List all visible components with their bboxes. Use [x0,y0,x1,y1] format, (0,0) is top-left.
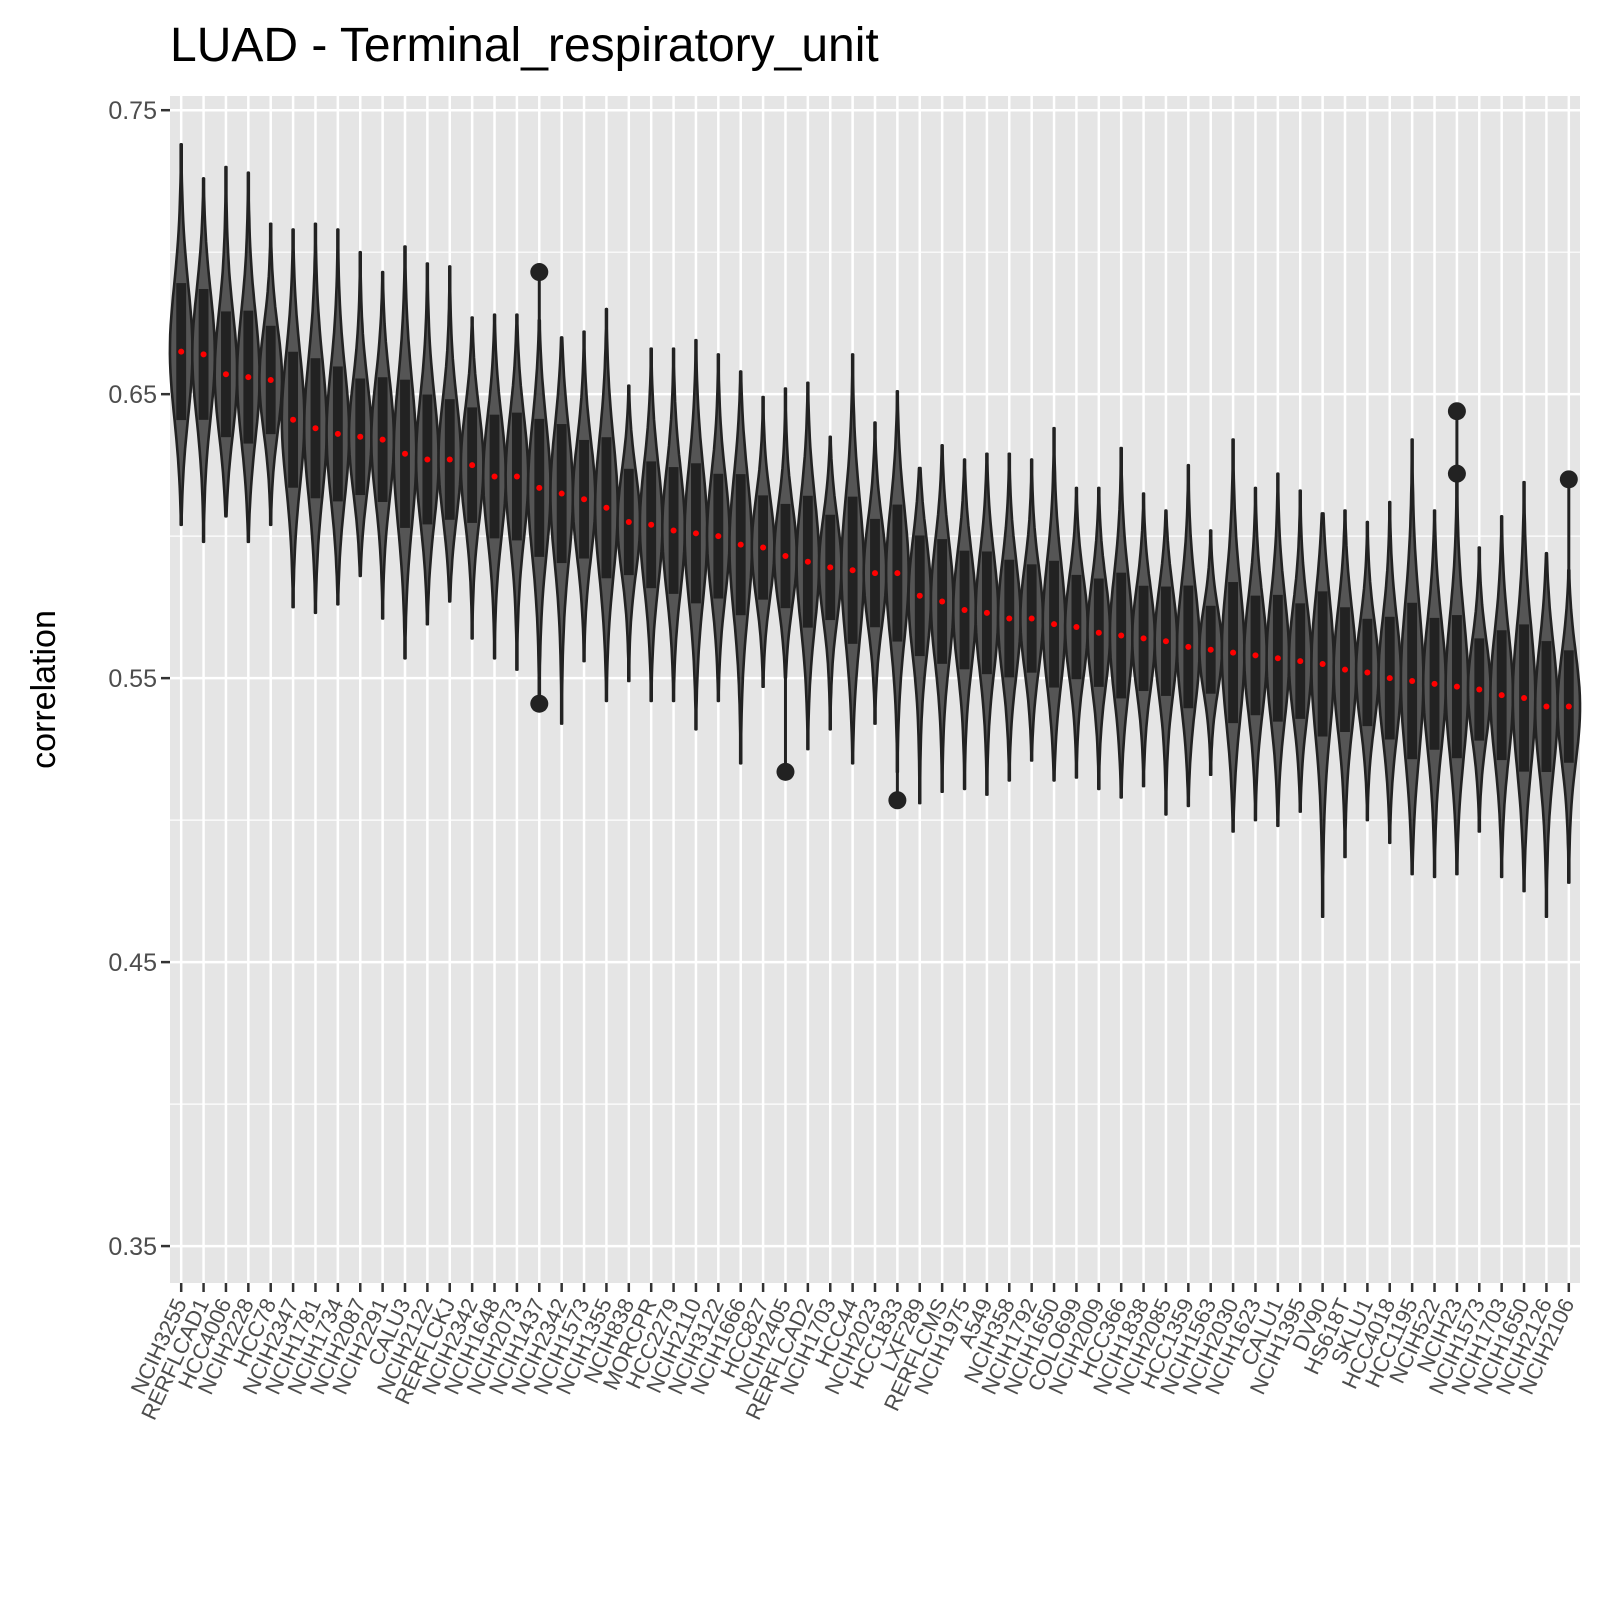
mean-point [558,490,565,497]
mean-point [1140,635,1147,642]
mean-point [1543,703,1550,710]
mean-point [1342,666,1348,673]
mean-point [1185,643,1192,650]
y-tick-label: 0.45 [108,949,157,977]
mean-point [536,484,543,491]
mean-point [804,558,811,565]
mean-point [245,374,252,381]
mean-point [625,518,632,525]
mean-point [1162,638,1169,645]
mean-point [670,527,677,534]
mean-point [334,430,341,437]
mean-point [692,530,699,537]
outlier-point [530,694,549,713]
outlier-point [888,791,907,810]
mean-point [446,456,453,463]
mean-point [581,496,588,503]
mean-point [1051,621,1058,628]
mean-point [1386,675,1393,682]
mean-point [424,456,431,463]
mean-point [715,533,722,540]
mean-point [357,433,364,440]
y-tick-label: 0.75 [108,97,157,125]
mean-point [1364,669,1371,676]
mean-point [1297,658,1304,665]
mean-point [916,592,923,599]
mean-point [1073,624,1080,631]
mean-point [290,416,297,423]
mean-point [1252,652,1259,659]
mean-point [1476,686,1483,693]
mean-point [1118,632,1125,639]
mean-point [200,351,207,358]
mean-point [603,504,610,511]
violins [168,142,1582,918]
mean-point [1521,695,1528,702]
mean-point [1207,646,1214,653]
mean-point [961,606,968,613]
mean-point [491,473,498,480]
mean-point [1006,615,1013,622]
outlier-point [1447,464,1466,483]
mean-point [1319,660,1326,667]
outlier-point [776,762,795,781]
mean-point [648,521,655,528]
mean-point [782,553,789,560]
mean-point [469,462,476,469]
mean-point [178,348,185,355]
mean-point [1453,683,1460,690]
y-axis-title: correlation [25,610,63,769]
outlier-point [1559,470,1578,489]
y-tick-label: 0.55 [108,665,157,693]
mean-point [402,450,408,457]
mean-point [312,425,319,432]
mean-point [872,570,878,577]
mean-point [849,567,856,574]
mean-point [1409,677,1416,684]
mean-point [1274,655,1281,662]
y-tick-label: 0.65 [108,381,157,409]
mean-point [1565,703,1572,710]
mean-point [1230,649,1237,656]
outlier-point [1447,402,1466,421]
mean-point [939,598,946,605]
mean-point [513,473,520,480]
mean-point [737,541,744,548]
mean-point [222,371,229,378]
mean-point [1498,692,1505,699]
mean-point [1095,629,1102,636]
chart-title: LUAD - Terminal_respiratory_unit [170,19,879,72]
mean-point [379,436,386,443]
mean-point [1431,680,1438,687]
mean-point [760,544,767,551]
outlier-point [530,263,549,282]
mean-point [827,564,834,571]
mean-point [894,570,901,577]
mean-point [983,609,990,616]
mean-point [267,376,274,383]
y-tick-label: 0.35 [108,1233,157,1261]
mean-point [1028,615,1035,622]
